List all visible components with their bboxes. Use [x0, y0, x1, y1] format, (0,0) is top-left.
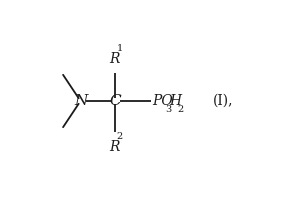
Text: 1: 1 — [116, 44, 123, 53]
Text: C: C — [110, 94, 121, 108]
Text: 2: 2 — [116, 132, 123, 141]
Text: 2: 2 — [177, 105, 183, 114]
Text: H: H — [169, 94, 182, 108]
Text: N: N — [74, 94, 87, 108]
Text: R: R — [109, 140, 119, 154]
Text: PO: PO — [152, 94, 172, 108]
Text: (I),: (I), — [213, 94, 234, 108]
Text: 3: 3 — [165, 105, 172, 114]
Text: R: R — [109, 52, 119, 66]
